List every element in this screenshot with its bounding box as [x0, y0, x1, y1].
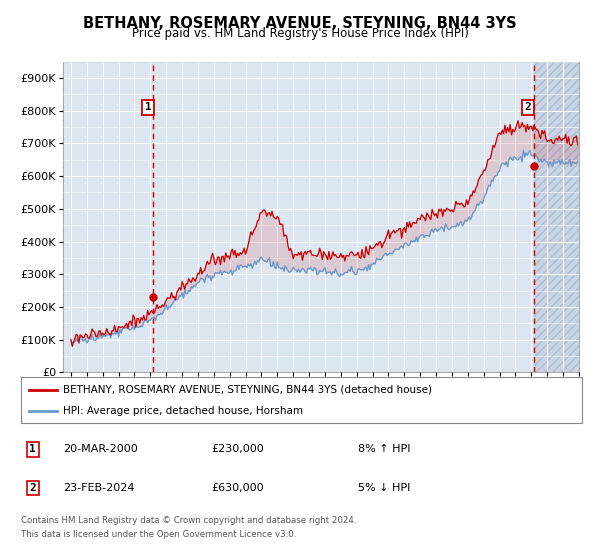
- Bar: [534, 62, 579, 372]
- Text: Price paid vs. HM Land Registry's House Price Index (HPI): Price paid vs. HM Land Registry's House …: [131, 27, 469, 40]
- Bar: [534, 62, 579, 372]
- Text: HPI: Average price, detached house, Horsham: HPI: Average price, detached house, Hors…: [63, 407, 303, 416]
- Text: 1: 1: [145, 102, 151, 113]
- Text: 2: 2: [29, 483, 36, 493]
- Text: 20-MAR-2000: 20-MAR-2000: [63, 444, 138, 454]
- Text: 5% ↓ HPI: 5% ↓ HPI: [358, 483, 410, 493]
- Text: BETHANY, ROSEMARY AVENUE, STEYNING, BN44 3YS: BETHANY, ROSEMARY AVENUE, STEYNING, BN44…: [83, 16, 517, 31]
- Text: £230,000: £230,000: [212, 444, 265, 454]
- Text: 1: 1: [29, 444, 36, 454]
- Text: 8% ↑ HPI: 8% ↑ HPI: [358, 444, 410, 454]
- FancyBboxPatch shape: [21, 377, 582, 423]
- Text: 23-FEB-2024: 23-FEB-2024: [63, 483, 134, 493]
- Text: 2: 2: [525, 102, 532, 113]
- Text: £630,000: £630,000: [212, 483, 265, 493]
- Text: This data is licensed under the Open Government Licence v3.0.: This data is licensed under the Open Gov…: [21, 530, 296, 539]
- Text: Contains HM Land Registry data © Crown copyright and database right 2024.: Contains HM Land Registry data © Crown c…: [21, 516, 356, 525]
- Text: BETHANY, ROSEMARY AVENUE, STEYNING, BN44 3YS (detached house): BETHANY, ROSEMARY AVENUE, STEYNING, BN44…: [63, 385, 432, 395]
